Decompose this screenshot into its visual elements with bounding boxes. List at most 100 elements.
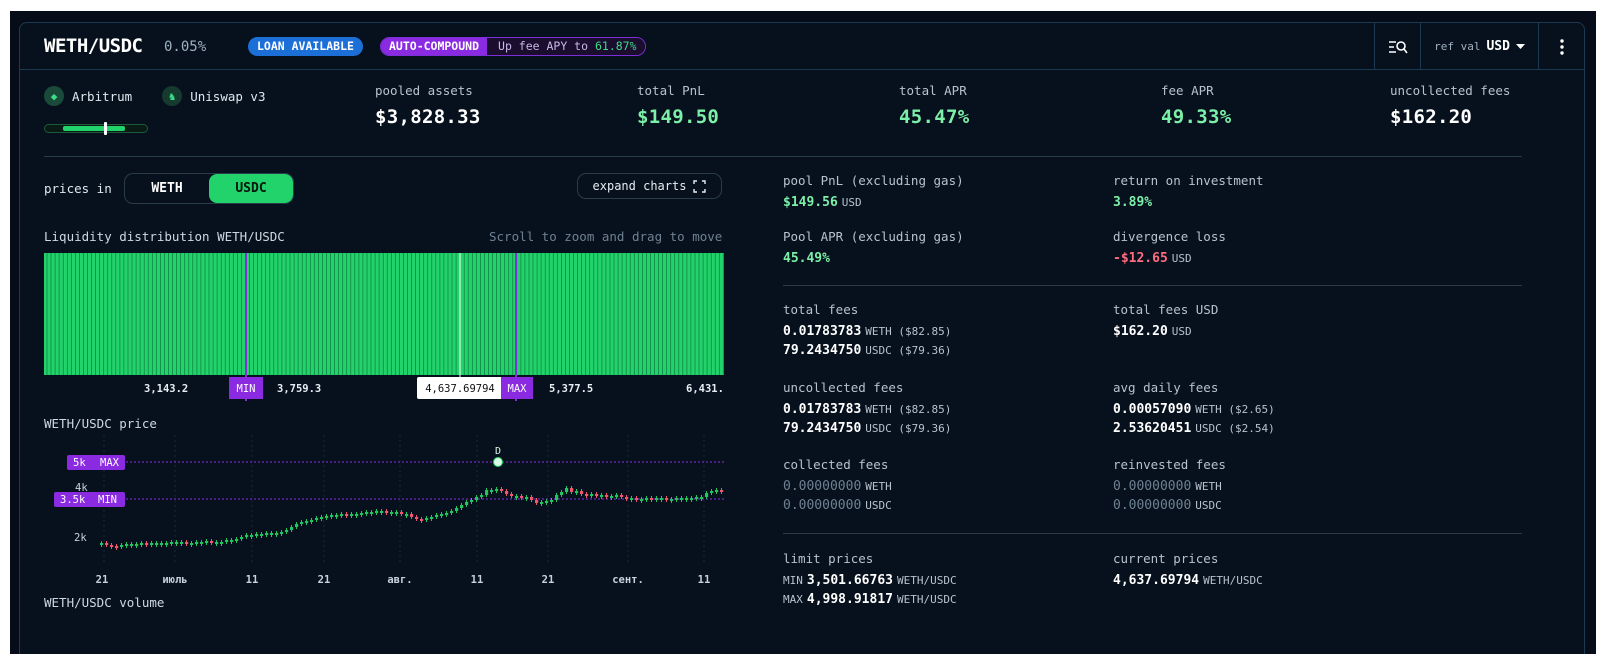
current-prices-label: current prices bbox=[1113, 551, 1219, 566]
collected-usdc: 0.00000000 bbox=[783, 498, 862, 513]
candle-body bbox=[580, 491, 584, 494]
stat-uncollected-fees: uncollected fees $162.20 bbox=[1390, 83, 1510, 128]
candle-body bbox=[315, 518, 319, 520]
current-prices-block: current prices 4,637.69794 WETH/USDC bbox=[1113, 551, 1263, 588]
liquidity-tick-2: 3,759.3 bbox=[277, 383, 321, 395]
candle-body bbox=[360, 513, 364, 515]
candle-body bbox=[550, 500, 554, 502]
reinvested-usdc: 0.00000000 bbox=[1113, 498, 1192, 513]
candle-body bbox=[135, 544, 139, 546]
details-divider-1 bbox=[783, 285, 1522, 286]
deposit-marker-label: D bbox=[495, 446, 501, 457]
candle-body bbox=[440, 514, 444, 516]
candle-body bbox=[565, 488, 569, 492]
candle-body bbox=[115, 546, 119, 548]
candle-body bbox=[430, 517, 434, 519]
liquidity-min-tag bbox=[229, 377, 263, 399]
expand-icon bbox=[693, 179, 707, 193]
more-menu-button[interactable] bbox=[1538, 23, 1584, 70]
prices-in-label: prices in bbox=[44, 181, 112, 196]
candle-body bbox=[305, 521, 309, 523]
candle-body bbox=[590, 494, 594, 496]
y-label-2k: 2k bbox=[74, 532, 87, 544]
candle-body bbox=[480, 495, 484, 497]
avg-daily-weth-unit: WETH ($2.65) bbox=[1195, 403, 1275, 416]
candle-body bbox=[455, 508, 459, 511]
max-tag-value: 5k bbox=[73, 457, 86, 469]
candle-body bbox=[340, 514, 344, 516]
candle-body bbox=[345, 514, 349, 516]
candle-body bbox=[445, 513, 449, 515]
liquidity-chart[interactable]: 3,143.2 3,759.3 5,377.5 6,431. MIN 4,637… bbox=[44, 253, 724, 401]
candle-body bbox=[465, 502, 469, 505]
search-list-button[interactable] bbox=[1374, 23, 1420, 70]
candle-body bbox=[150, 543, 154, 545]
candle-body bbox=[210, 541, 214, 543]
divergence-label: divergence loss bbox=[1113, 229, 1226, 244]
collected-block: collected fees 0.00000000 WETH 0.00000000… bbox=[783, 457, 892, 513]
candle-body bbox=[380, 511, 384, 513]
loan-available-badge[interactable]: LOAN AVAILABLE bbox=[248, 37, 363, 56]
auto-compound-text: Up fee APY to 61.87% bbox=[487, 38, 645, 55]
avg-daily-weth: 0.00057090 bbox=[1113, 402, 1192, 417]
stat-label: total PnL bbox=[637, 83, 705, 98]
total-fees-weth-unit: WETH ($82.85) bbox=[865, 325, 952, 338]
candle-body bbox=[130, 544, 134, 546]
candle-body bbox=[400, 512, 404, 514]
liquidity-max-tag bbox=[501, 377, 533, 399]
candle-body bbox=[220, 542, 224, 544]
candle-body bbox=[635, 498, 639, 500]
auto-compound-badge[interactable]: AUTO-COMPOUND Up fee APY to 61.87% bbox=[380, 37, 646, 56]
candle-body bbox=[530, 497, 534, 500]
limit-min-value: 3,501.66763 bbox=[806, 573, 893, 588]
candle-body bbox=[175, 542, 179, 544]
total-fees-usdc: 79.2434750 bbox=[783, 343, 862, 358]
uncollected-weth: 0.01783783 bbox=[783, 402, 862, 417]
candle-body bbox=[475, 497, 479, 500]
candle-body bbox=[435, 515, 439, 517]
candle-body bbox=[390, 512, 394, 514]
pool-apr-block: Pool APR (excluding gas) 45.49% bbox=[783, 229, 964, 266]
volume-title: WETH/USDC volume bbox=[44, 595, 165, 610]
candle-body bbox=[490, 490, 494, 492]
candle-body bbox=[570, 488, 574, 492]
candle-body bbox=[510, 494, 514, 496]
candle-body bbox=[685, 498, 689, 500]
candle-body bbox=[695, 497, 699, 499]
candle-body bbox=[365, 512, 369, 514]
candle-body bbox=[720, 490, 724, 492]
stat-value: 45.47% bbox=[899, 106, 970, 128]
stat-value: 49.33% bbox=[1161, 106, 1232, 128]
candle-body bbox=[385, 511, 389, 513]
candle-body bbox=[500, 489, 504, 491]
total-fees-weth: 0.01783783 bbox=[783, 324, 862, 339]
current-price-unit: WETH/USDC bbox=[1203, 574, 1263, 587]
search-list-icon bbox=[1388, 40, 1408, 53]
option-weth[interactable]: WETH bbox=[151, 181, 183, 196]
limit-min-unit: WETH/USDC bbox=[896, 574, 957, 587]
deposit-marker[interactable] bbox=[493, 457, 503, 467]
candle-body bbox=[375, 511, 379, 513]
roi-label: return on investment bbox=[1113, 173, 1264, 188]
roi-value: 3.89% bbox=[1113, 195, 1153, 210]
x-axis-label: 21 bbox=[318, 574, 331, 586]
candle-body bbox=[585, 494, 589, 496]
liquidity-title: Liquidity distribution WETH/USDC bbox=[44, 229, 285, 244]
avg-daily-block: avg daily fees 0.00057090 WETH ($2.65) 2.… bbox=[1113, 380, 1275, 436]
ref-val-select[interactable]: ref val USD bbox=[1420, 23, 1538, 70]
price-chart[interactable]: 5k MAX 4k 3.5k MIN 2k D 21 июль 11 21 авг. 11… bbox=[44, 435, 724, 587]
pool-pnl-value: $149.56 bbox=[783, 195, 838, 210]
liquidity-min-label: MIN bbox=[237, 383, 256, 395]
option-usdc[interactable]: USDC bbox=[209, 174, 293, 203]
candle-body bbox=[560, 492, 564, 495]
collected-weth: 0.00000000 bbox=[783, 479, 862, 494]
y-label-4k: 4k bbox=[75, 482, 88, 494]
candle-body bbox=[350, 514, 354, 516]
expand-charts-label: expand charts bbox=[592, 179, 687, 193]
expand-charts-button[interactable]: expand charts bbox=[577, 173, 722, 199]
range-fill bbox=[63, 126, 125, 131]
stat-label: uncollected fees bbox=[1390, 83, 1511, 98]
candle-body bbox=[295, 524, 299, 527]
auto-compound-desc: Up fee APY to bbox=[498, 39, 589, 53]
candle-body bbox=[665, 498, 669, 500]
